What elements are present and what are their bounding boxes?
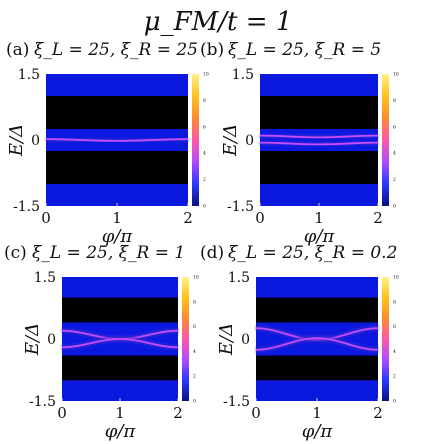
panel-label: (b) [200, 40, 224, 60]
colorbar-tick-label: 8 [203, 98, 206, 104]
y-axis-label: E/Δ [6, 124, 27, 157]
colorbar [192, 74, 199, 206]
upper-dark-band [62, 297, 178, 323]
colorbar-tick-label: 2 [393, 374, 396, 380]
colorbar-tick-label: 0 [393, 399, 396, 405]
x-tick-label: 2 [173, 404, 183, 422]
panel-label: (a) [6, 40, 29, 60]
x-tick-label: 2 [183, 209, 193, 227]
y-axis-label: E/Δ [216, 323, 237, 356]
bound-state-line-1 [61, 338, 179, 349]
panel-title: ξ_L = 25, ξ_R = 0.2 [228, 243, 397, 263]
lower-dark-band [46, 151, 188, 184]
upper-dark-band [256, 297, 378, 323]
y-tick-label: 1.5 [34, 270, 56, 286]
y-tick-label: -1.5 [13, 199, 40, 215]
colorbar-tick-label: 6 [193, 324, 196, 330]
colorbar-tick-label: 4 [193, 349, 196, 355]
y-axis-label: E/Δ [22, 323, 43, 356]
x-tick-label: 1 [312, 404, 322, 422]
upper-dark-band [46, 96, 188, 129]
x-tick-label: 2 [373, 209, 383, 227]
panel-label: (d) [200, 243, 224, 263]
colorbar-tick-label: 8 [393, 98, 396, 104]
y-tick-label: 0 [241, 332, 250, 348]
colorbar-tick-label: 6 [203, 124, 206, 130]
figure-title: μ_FM/t = 1 [144, 7, 293, 37]
bound-state-line-0 [260, 134, 378, 139]
x-tick-label: 0 [251, 404, 261, 422]
colorbar-tick-label: 2 [203, 177, 206, 183]
upper-dark-band [260, 96, 378, 129]
colorbar-tick-label: 10 [203, 72, 209, 78]
heatmap-background [260, 74, 378, 206]
bound-state-line-1 [260, 141, 378, 146]
x-axis-label: φ/π [302, 421, 334, 442]
colorbar-tick-label: 4 [203, 151, 206, 157]
x-axis-label: φ/π [105, 421, 137, 442]
colorbar-tick-label: 10 [393, 275, 399, 281]
colorbar-tick-label: 4 [393, 151, 396, 157]
y-tick-label: -1.5 [29, 394, 56, 410]
y-tick-label: 1.5 [228, 270, 250, 286]
panel-title: ξ_L = 25, ξ_R = 5 [228, 40, 381, 60]
x-tick-label: 1 [112, 209, 122, 227]
colorbar-tick-label: 10 [393, 72, 399, 78]
x-tick-label: 2 [373, 404, 383, 422]
x-tick-label: 1 [115, 404, 125, 422]
panel-title: ξ_L = 25, ξ_R = 25 [34, 40, 198, 60]
x-axis-label: φ/π [304, 226, 336, 247]
colorbar-tick-label: 0 [193, 399, 196, 405]
y-tick-label: 0 [245, 133, 254, 149]
y-tick-label: -1.5 [227, 199, 254, 215]
colorbar-tick-label: 6 [393, 124, 396, 130]
bound-state-line-0 [46, 138, 188, 142]
x-axis-label: φ/π [102, 226, 134, 247]
colorbar-tick-label: 0 [203, 204, 206, 210]
y-tick-label: 0 [31, 133, 40, 149]
y-tick-label: 1.5 [232, 67, 254, 83]
colorbar-tick-label: 0 [393, 204, 396, 210]
colorbar-tick-label: 8 [193, 299, 196, 305]
lower-dark-band [260, 151, 378, 184]
colorbar [382, 74, 389, 206]
colorbar-tick-label: 6 [393, 324, 396, 330]
lower-dark-band [256, 355, 378, 381]
colorbar-tick-label: 4 [393, 349, 396, 355]
x-tick-label: 0 [255, 209, 265, 227]
y-tick-label: 1.5 [18, 67, 40, 83]
x-tick-label: 1 [314, 209, 324, 227]
x-tick-label: 0 [57, 404, 67, 422]
panel-label: (c) [4, 243, 27, 263]
panel-title: ξ_L = 25, ξ_R = 1 [32, 243, 185, 263]
x-tick-label: 0 [41, 209, 51, 227]
y-tick-label: -1.5 [223, 394, 250, 410]
lower-dark-band [62, 355, 178, 381]
colorbar-tick-label: 2 [393, 177, 396, 183]
colorbar-tick-label: 8 [393, 299, 396, 305]
y-axis-label: E/Δ [220, 124, 241, 157]
bound-state-line-1 [255, 337, 379, 351]
colorbar-tick-label: 10 [193, 275, 199, 281]
colorbar [382, 277, 389, 401]
colorbar-tick-label: 2 [193, 374, 196, 380]
colorbar [182, 277, 189, 401]
y-tick-label: 0 [47, 332, 56, 348]
